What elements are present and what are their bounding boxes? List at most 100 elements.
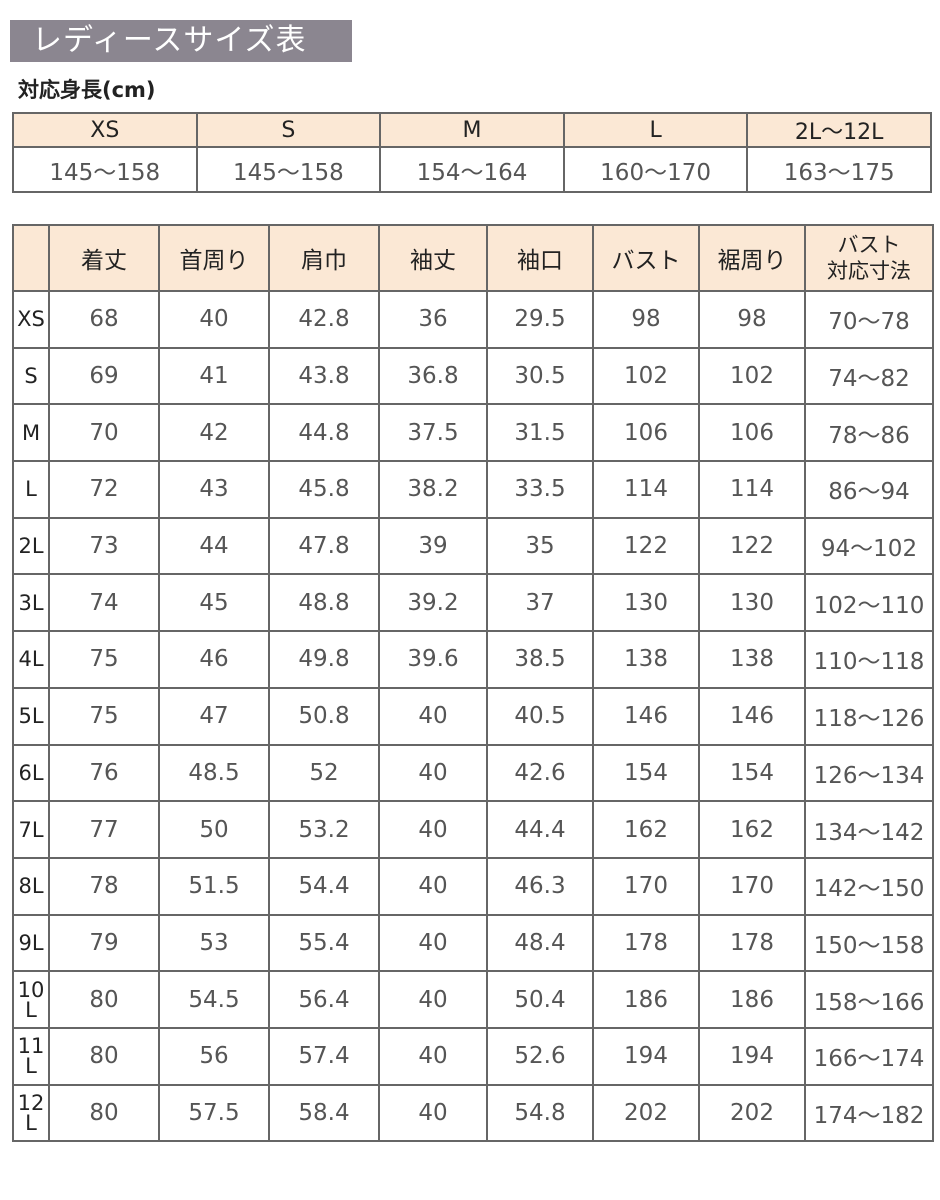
measurement-cell: 38.2 xyxy=(378,460,488,519)
measurement-cell: 78〜86 xyxy=(804,403,934,463)
measurement-cell: 162 xyxy=(698,800,806,859)
measurement-cell: 54.8 xyxy=(486,1083,594,1143)
measurement-cell: 29.5 xyxy=(486,290,594,349)
measurement-cell: 98 xyxy=(698,290,806,349)
column-header: 裾周り xyxy=(698,224,806,292)
table-row: 3L 74 45 48.8 39.2 37 130 130 102〜110 xyxy=(12,573,934,633)
measurement-cell: 42.6 xyxy=(486,743,594,803)
table-row: 4L 75 46 49.8 39.6 38.5 138 138 110〜118 xyxy=(12,630,934,689)
measurement-cell: 36.8 xyxy=(378,346,488,406)
measurement-cell: 41 xyxy=(158,346,270,406)
measurement-cell: 110〜118 xyxy=(804,630,934,689)
measurement-cell: 186 xyxy=(592,970,700,1029)
measurement-cell: 33.5 xyxy=(486,460,594,519)
measurement-cell: 40 xyxy=(378,970,488,1029)
measurement-cell: 40 xyxy=(378,743,488,803)
size-label: 6L xyxy=(12,743,50,803)
table-row: 11L 80 56 57.4 40 52.6 194 194 166〜174 xyxy=(12,1026,934,1086)
column-header: 袖丈 xyxy=(378,224,488,292)
measurement-cell: 45 xyxy=(158,573,270,633)
measurement-cell: 186 xyxy=(698,970,806,1029)
measurement-cell: 58.4 xyxy=(268,1083,380,1143)
size-label: L xyxy=(12,460,50,519)
measurement-cell: 46 xyxy=(158,630,270,689)
size-header: 2L〜12L xyxy=(746,112,932,148)
measurement-cell: 40 xyxy=(378,1083,488,1143)
measurement-cell: 40 xyxy=(378,856,488,916)
measurement-cell: 40.5 xyxy=(486,686,594,746)
size-label: 5L xyxy=(12,686,50,746)
measurement-cell: 52 xyxy=(268,743,380,803)
measurement-cell: 68 xyxy=(48,290,160,349)
measurement-cell: 102〜110 xyxy=(804,573,934,633)
size-label: 10L xyxy=(12,970,50,1029)
table-row: XS 68 40 42.8 36 29.5 98 98 70〜78 xyxy=(12,290,934,349)
measurement-cell: 114 xyxy=(698,460,806,519)
table-row: 10L 80 54.5 56.4 40 50.4 186 186 158〜166 xyxy=(12,970,934,1029)
measurement-cell: 43 xyxy=(158,460,270,519)
height-cell: 160〜170 xyxy=(562,146,749,193)
measurement-cell: 162 xyxy=(592,800,700,859)
size-header: XS xyxy=(12,112,198,148)
measurement-cell: 154 xyxy=(698,743,806,803)
column-header: バスト 対応寸法 xyxy=(804,224,934,292)
height-table-label: 対応身長(cm) xyxy=(18,78,156,102)
size-label: 8L xyxy=(12,856,50,916)
table-row: 7L 77 50 53.2 40 44.4 162 162 134〜142 xyxy=(12,800,934,859)
measurement-cell: 40 xyxy=(378,686,488,746)
measurement-cell: 73 xyxy=(48,516,160,576)
size-label: 7L xyxy=(12,800,50,859)
measurement-cell: 56 xyxy=(158,1026,270,1086)
measurement-cell: 47 xyxy=(158,686,270,746)
measurement-cell: 75 xyxy=(48,630,160,689)
size-label: 2L xyxy=(12,516,50,576)
table-row: 2L 73 44 47.8 39 35 122 122 94〜102 xyxy=(12,516,934,576)
measurement-cell: 79 xyxy=(48,913,160,973)
measurement-cell: 69 xyxy=(48,346,160,406)
measurement-cell: 46.3 xyxy=(486,856,594,916)
column-header: 首周り xyxy=(158,224,270,292)
size-label: 11L xyxy=(12,1026,50,1086)
measurement-cell: 37 xyxy=(486,573,594,633)
size-label: S xyxy=(12,346,50,406)
measurement-cell: 138 xyxy=(698,630,806,689)
measurement-cell: 54.4 xyxy=(268,856,380,916)
measurement-cell: 37.5 xyxy=(378,403,488,463)
measurement-cell: 43.8 xyxy=(268,346,380,406)
column-header: バスト xyxy=(592,224,700,292)
size-label: M xyxy=(12,403,50,463)
table-row: L 72 43 45.8 38.2 33.5 114 114 86〜94 xyxy=(12,460,934,519)
measurement-cell: 146 xyxy=(592,686,700,746)
measurement-cell: 154 xyxy=(592,743,700,803)
measurement-cell: 47.8 xyxy=(268,516,380,576)
measurement-cell: 122 xyxy=(592,516,700,576)
measurement-cell: 122 xyxy=(698,516,806,576)
measurement-cell: 94〜102 xyxy=(804,516,934,576)
measurement-cell: 51.5 xyxy=(158,856,270,916)
measurement-cell: 39.2 xyxy=(378,573,488,633)
height-cell: 163〜175 xyxy=(746,146,932,193)
measurement-cell: 38.5 xyxy=(486,630,594,689)
measurement-cell: 44 xyxy=(158,516,270,576)
size-label: 12L xyxy=(12,1083,50,1143)
measurement-cell: 53 xyxy=(158,913,270,973)
measurement-cell: 39 xyxy=(378,516,488,576)
measurement-cell: 30.5 xyxy=(486,346,594,406)
measurement-cell: 146 xyxy=(698,686,806,746)
measurement-cell: 170 xyxy=(592,856,700,916)
size-label: 4L xyxy=(12,630,50,689)
measurement-cell: 48.5 xyxy=(158,743,270,803)
measurement-cell: 202 xyxy=(698,1083,806,1143)
measurement-cell: 44.8 xyxy=(268,403,380,463)
measurement-cell: 77 xyxy=(48,800,160,859)
measurement-cell: 166〜174 xyxy=(804,1026,934,1086)
measurement-cell: 178 xyxy=(698,913,806,973)
column-header xyxy=(12,224,50,292)
measurement-cell: 40 xyxy=(378,913,488,973)
measurement-cell: 170 xyxy=(698,856,806,916)
table-row: M 70 42 44.8 37.5 31.5 106 106 78〜86 xyxy=(12,403,934,463)
measurement-cell: 80 xyxy=(48,1083,160,1143)
measurement-cell: 40 xyxy=(378,1026,488,1086)
table-row: 6L 76 48.5 52 40 42.6 154 154 126〜134 xyxy=(12,743,934,803)
size-label: XS xyxy=(12,290,50,349)
